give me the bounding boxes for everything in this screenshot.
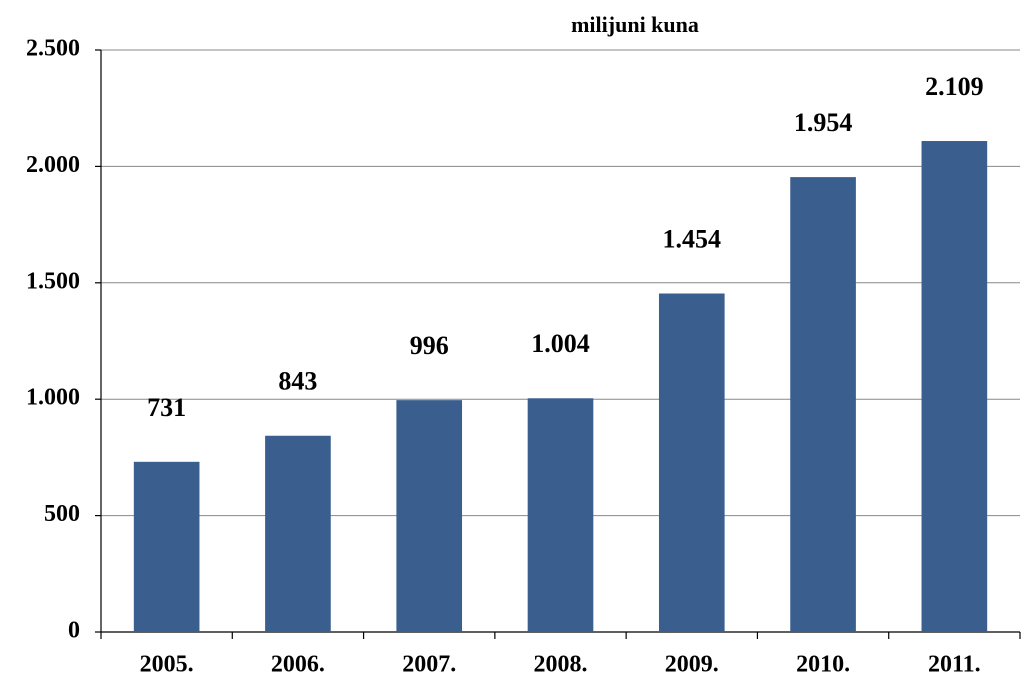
bar — [790, 177, 856, 632]
bar — [396, 400, 463, 632]
data-label: 1.004 — [531, 329, 590, 358]
y-tick-label: 1.500 — [26, 268, 80, 294]
chart-title: milijuni kuna — [571, 12, 699, 37]
bar — [658, 293, 725, 632]
bar — [527, 398, 594, 632]
bar — [921, 141, 988, 633]
data-label: 2.109 — [925, 72, 984, 101]
x-tick-label: 2006. — [271, 652, 325, 678]
y-tick-label: 1.000 — [26, 385, 80, 411]
data-label: 1.954 — [794, 108, 853, 137]
data-label: 1.454 — [663, 224, 722, 253]
x-tick-label: 2011. — [928, 652, 981, 678]
data-label: 731 — [147, 393, 186, 422]
y-tick-label: 2.000 — [26, 152, 80, 178]
x-tick-label: 2008. — [534, 652, 588, 678]
y-tick-label: 2.500 — [26, 36, 80, 62]
bar — [265, 435, 331, 632]
data-label: 843 — [278, 367, 317, 396]
x-tick-label: 2010. — [796, 652, 850, 678]
bar — [133, 461, 200, 632]
x-tick-label: 2005. — [140, 652, 194, 678]
y-tick-label: 500 — [44, 501, 80, 527]
data-label: 996 — [410, 331, 449, 360]
x-tick-label: 2007. — [402, 652, 456, 678]
x-tick-label: 2009. — [665, 652, 719, 678]
y-tick-label: 0 — [68, 618, 80, 644]
